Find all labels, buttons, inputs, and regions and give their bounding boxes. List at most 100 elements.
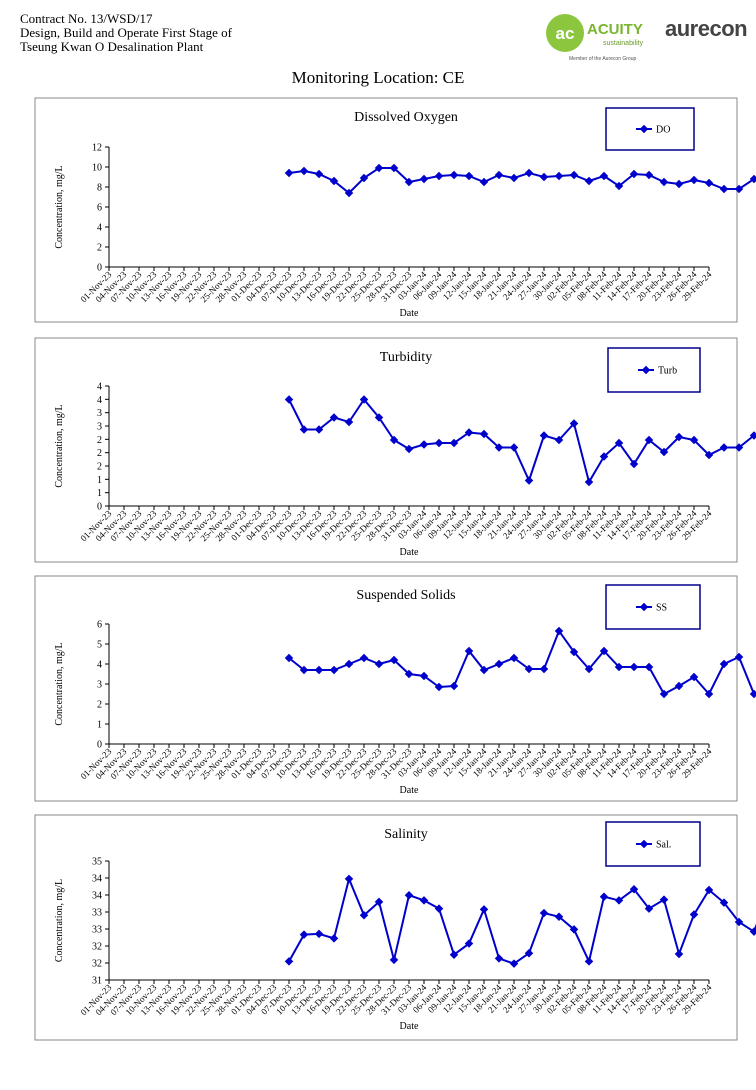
data-point (584, 957, 594, 966)
y-tick-label: 2 (97, 435, 102, 446)
data-point (434, 438, 444, 448)
data-point (404, 177, 414, 187)
data-point (674, 681, 684, 691)
data-point (464, 171, 474, 181)
data-point (359, 653, 369, 663)
data-point (344, 417, 354, 427)
data-point (704, 689, 714, 699)
series-line (288, 397, 756, 485)
data-point (479, 665, 489, 675)
data-point (644, 662, 654, 672)
legend-marker (639, 839, 649, 849)
series-line (288, 875, 756, 965)
data-point (449, 438, 459, 448)
data-point (359, 395, 369, 404)
data-point (434, 682, 444, 692)
data-point (524, 476, 534, 485)
y-tick-label: 34 (92, 874, 102, 885)
data-point (539, 908, 549, 918)
data-point (509, 959, 519, 968)
chart-title: Dissolved Oxygen (354, 110, 458, 125)
y-tick-label: 1 (97, 488, 102, 499)
data-point (314, 169, 324, 179)
data-point (464, 646, 474, 656)
series-line (288, 628, 756, 696)
data-point (389, 163, 399, 173)
data-point (464, 428, 474, 437)
x-axis-label: Date (400, 547, 419, 558)
y-tick-label: 0 (97, 740, 102, 751)
data-point (404, 669, 414, 679)
data-point (749, 927, 756, 936)
data-point (479, 905, 489, 914)
y-tick-label: 6 (97, 620, 102, 631)
data-point (539, 664, 549, 674)
report-header: Contract No. 13/WSD/17 Design, Build and… (0, 0, 756, 63)
y-axis-label: Concentration, mg/L (54, 879, 65, 962)
data-point (629, 885, 639, 894)
data-point (374, 659, 384, 669)
data-point (659, 447, 669, 457)
data-point (704, 178, 714, 188)
data-point (554, 626, 564, 636)
data-point (644, 435, 654, 445)
data-point (314, 425, 324, 434)
data-point (554, 912, 564, 922)
legend-label: Sal. (656, 840, 671, 851)
data-point (539, 172, 549, 182)
data-point (614, 662, 624, 672)
data-point (284, 653, 294, 663)
data-point (494, 443, 504, 452)
data-point (299, 166, 309, 176)
x-axis-label: Date (400, 308, 419, 319)
chart-panel-1: Dissolved Oxygen 0 2 4 6 8 10 12 Concentration, … (34, 97, 756, 323)
data-point (329, 413, 339, 422)
chart-title: Salinity (384, 827, 428, 842)
data-point (449, 681, 459, 691)
y-tick-label: 0 (97, 502, 102, 513)
data-point (404, 890, 414, 900)
data-point (344, 659, 354, 669)
data-point (719, 898, 729, 907)
y-tick-label: 10 (92, 163, 102, 174)
data-point (494, 659, 504, 669)
data-point (539, 431, 549, 440)
y-tick-label: 35 (92, 857, 102, 868)
y-tick-label: 33 (92, 925, 102, 936)
legend-label: SS (656, 603, 667, 614)
data-point (329, 665, 339, 675)
data-point (629, 662, 639, 672)
y-tick-label: 32 (92, 942, 102, 953)
y-tick-label: 3 (97, 422, 102, 433)
data-point (374, 897, 384, 907)
data-point (719, 659, 729, 669)
chart-frame (34, 97, 738, 323)
data-point (509, 443, 519, 452)
aurecon-logo: aurecon (665, 16, 748, 41)
data-point (284, 168, 294, 178)
chart-frame (34, 814, 738, 1041)
y-tick-label: 6 (97, 203, 102, 214)
y-tick-label: 8 (97, 183, 102, 194)
legend-box (605, 584, 701, 630)
y-tick-label: 2 (97, 243, 102, 254)
data-point (689, 910, 699, 919)
data-point (704, 885, 714, 895)
legend-box (605, 821, 701, 867)
chart-title: Suspended Solids (356, 588, 455, 603)
data-point (584, 176, 594, 186)
data-point (674, 432, 684, 442)
data-point (419, 440, 429, 449)
y-tick-label: 4 (97, 660, 102, 671)
data-point (299, 425, 309, 434)
data-point (734, 652, 744, 662)
contract-line-2: Design, Build and Operate First Stage of (20, 25, 232, 40)
acuity-logo: ac ACUITY sustainability Member of the A… (546, 14, 644, 62)
data-point (404, 444, 414, 454)
data-point (284, 957, 294, 966)
data-point (464, 939, 474, 948)
x-axis-label: Date (400, 1021, 419, 1032)
data-point (719, 443, 729, 452)
data-point (734, 917, 744, 927)
